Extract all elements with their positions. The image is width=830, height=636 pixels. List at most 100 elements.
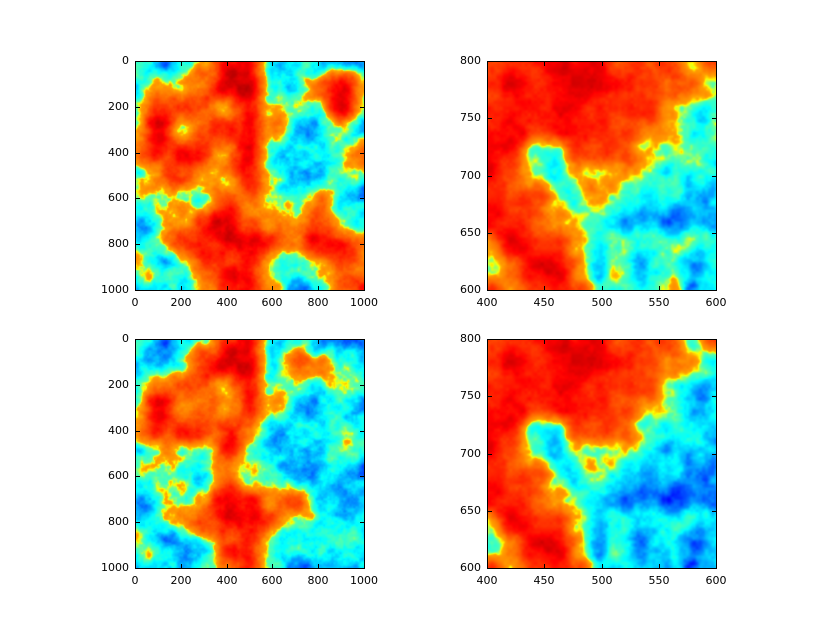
x-tick-label: 400 xyxy=(476,296,498,309)
x-tick-label: 450 xyxy=(533,574,555,587)
y-tick-mark xyxy=(488,511,492,512)
y-tick-mark xyxy=(488,290,492,291)
x-tick-mark xyxy=(272,564,273,568)
x-tick-label: 500 xyxy=(591,296,613,309)
x-tick-mark xyxy=(544,62,545,66)
subplot-bottom-right: 400 450 500 550 600 800 750 700 650 600 xyxy=(460,332,727,587)
x-tick-label: 0 xyxy=(131,574,139,587)
y-tick-mark xyxy=(360,107,364,108)
x-tick-label: 200 xyxy=(170,296,192,309)
x-tick-mark xyxy=(544,340,545,344)
x-tick-label: 400 xyxy=(216,574,238,587)
y-tick-mark xyxy=(712,511,716,512)
y-tick-mark xyxy=(488,568,492,569)
x-tick-mark xyxy=(364,286,365,290)
x-tick-mark xyxy=(716,62,717,66)
y-tick-label: 600 xyxy=(460,283,481,296)
y-tick-mark xyxy=(360,290,364,291)
x-tick-mark xyxy=(227,340,228,344)
x-tick-label: 400 xyxy=(476,574,498,587)
x-tick-label: 0 xyxy=(131,296,139,309)
y-tick-label: 700 xyxy=(460,169,481,182)
x-tick-mark xyxy=(181,286,182,290)
y-tick-label: 600 xyxy=(108,469,129,482)
y-tick-mark xyxy=(136,153,140,154)
x-tick-mark xyxy=(716,340,717,344)
y-tick-mark xyxy=(488,339,492,340)
x-tick-mark xyxy=(544,564,545,568)
x-tick-mark xyxy=(659,564,660,568)
x-tick-label: 600 xyxy=(261,296,283,309)
y-tick-label: 0 xyxy=(122,54,129,67)
x-tick-mark xyxy=(318,62,319,66)
x-tick-mark xyxy=(135,286,136,290)
x-tick-mark xyxy=(272,340,273,344)
y-tick-mark xyxy=(488,118,492,119)
x-tick-mark xyxy=(364,564,365,568)
x-tick-mark xyxy=(181,62,182,66)
heatmap-image-top-right xyxy=(487,61,717,291)
x-tick-label: 550 xyxy=(648,574,670,587)
x-tick-mark xyxy=(181,564,182,568)
y-tick-label: 650 xyxy=(460,226,481,239)
x-tick-mark xyxy=(602,62,603,66)
x-tick-label: 600 xyxy=(705,574,727,587)
y-tick-mark xyxy=(136,290,140,291)
y-tick-label: 1000 xyxy=(101,561,129,574)
x-tick-label: 450 xyxy=(533,296,555,309)
x-tick-mark xyxy=(227,564,228,568)
subplot-bottom-left: 0 200 400 600 800 1000 0 200 400 600 800 1000 xyxy=(101,332,378,587)
x-tick-label: 800 xyxy=(307,574,329,587)
y-tick-mark xyxy=(712,568,716,569)
y-tick-mark xyxy=(136,568,140,569)
y-tick-mark xyxy=(360,153,364,154)
x-tick-mark xyxy=(602,340,603,344)
x-tick-mark xyxy=(272,286,273,290)
y-tick-mark xyxy=(712,290,716,291)
y-tick-mark xyxy=(712,454,716,455)
y-tick-label: 200 xyxy=(108,378,129,391)
y-tick-label: 800 xyxy=(108,237,129,250)
x-tick-mark xyxy=(318,340,319,344)
y-tick-mark xyxy=(360,385,364,386)
x-tick-mark xyxy=(364,340,365,344)
x-tick-mark xyxy=(659,62,660,66)
y-tick-mark xyxy=(360,244,364,245)
x-tick-label: 500 xyxy=(591,574,613,587)
y-tick-label: 650 xyxy=(460,504,481,517)
y-tick-mark xyxy=(712,396,716,397)
x-tick-mark xyxy=(227,62,228,66)
y-tick-mark xyxy=(488,396,492,397)
y-tick-mark xyxy=(136,522,140,523)
x-tick-mark xyxy=(659,286,660,290)
x-tick-mark xyxy=(318,286,319,290)
y-tick-label: 700 xyxy=(460,447,481,460)
x-tick-mark xyxy=(487,340,488,344)
y-tick-mark xyxy=(712,61,716,62)
y-tick-mark xyxy=(712,339,716,340)
x-tick-mark xyxy=(659,340,660,344)
y-tick-mark xyxy=(360,568,364,569)
y-tick-mark xyxy=(712,176,716,177)
x-tick-label: 800 xyxy=(307,296,329,309)
subplot-top-left: 0 200 400 600 800 1000 0 200 400 600 800 1000 xyxy=(101,54,378,309)
y-tick-mark xyxy=(136,385,140,386)
y-tick-mark xyxy=(360,522,364,523)
y-tick-label: 400 xyxy=(108,146,129,159)
y-tick-mark xyxy=(488,61,492,62)
x-tick-mark xyxy=(135,340,136,344)
y-tick-mark xyxy=(136,107,140,108)
heatmap-image-top-left xyxy=(135,61,365,291)
y-tick-mark xyxy=(712,118,716,119)
y-tick-label: 400 xyxy=(108,424,129,437)
y-tick-label: 750 xyxy=(460,111,481,124)
y-tick-mark xyxy=(712,233,716,234)
y-tick-label: 600 xyxy=(108,191,129,204)
heatmap-image-bottom-right xyxy=(487,339,717,569)
y-tick-mark xyxy=(360,61,364,62)
x-tick-mark xyxy=(318,564,319,568)
x-tick-label: 1000 xyxy=(350,296,378,309)
y-tick-mark xyxy=(136,244,140,245)
y-tick-label: 800 xyxy=(460,54,481,67)
